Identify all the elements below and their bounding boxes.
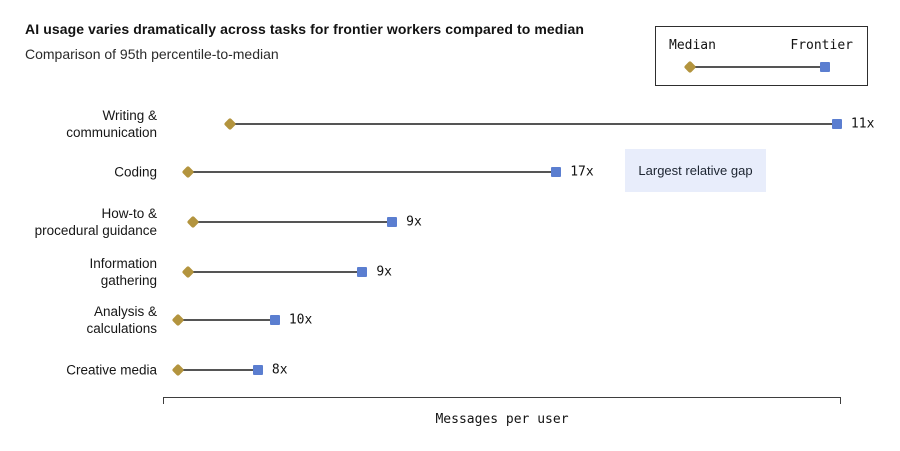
- dumbbell-connector: [188, 171, 557, 173]
- dumbbell-connector: [177, 319, 275, 321]
- ratio-value-label: 17x: [570, 164, 594, 180]
- category-label: Information gathering: [89, 256, 157, 288]
- legend: Median Frontier: [655, 26, 868, 86]
- annotation-largest-gap: Largest relative gap: [625, 149, 766, 192]
- median-marker-icon: [171, 363, 185, 377]
- frontier-marker-icon: [269, 315, 280, 325]
- ratio-value-label: 11x: [850, 116, 875, 132]
- frontier-marker-icon: [820, 62, 830, 72]
- category-label: Analysis & calculations: [86, 304, 157, 336]
- chart-title: AI usage varies dramatically across task…: [25, 21, 584, 37]
- legend-connector-line: [690, 66, 825, 68]
- category-label: Creative media: [66, 362, 157, 378]
- legend-frontier-label: Frontier: [790, 38, 853, 53]
- x-axis-bracket: [163, 397, 841, 404]
- median-marker-icon: [223, 117, 237, 131]
- ratio-value-label: 9x: [376, 264, 392, 280]
- dumbbell-connector: [177, 369, 258, 371]
- dumbbell-connector: [188, 271, 363, 273]
- frontier-marker-icon: [357, 267, 368, 277]
- median-marker-icon: [171, 313, 185, 327]
- median-marker-icon: [181, 165, 195, 179]
- median-marker-icon: [181, 265, 195, 279]
- category-label: Coding: [114, 164, 157, 180]
- ratio-value-label: 9x: [406, 214, 422, 230]
- legend-median-label: Median: [669, 38, 716, 53]
- category-label: Writing & communication: [66, 108, 157, 140]
- dumbbell-connector: [230, 123, 837, 125]
- category-label: How-to & procedural guidance: [34, 206, 157, 238]
- frontier-marker-icon: [831, 119, 842, 129]
- frontier-marker-icon: [551, 167, 562, 177]
- ratio-value-label: 10x: [288, 312, 313, 328]
- legend-labels: Median Frontier: [669, 38, 853, 53]
- median-marker-icon: [186, 215, 200, 229]
- chart-subtitle: Comparison of 95th percentile-to-median: [25, 46, 279, 62]
- frontier-marker-icon: [252, 365, 263, 375]
- ratio-value-label: 8x: [271, 362, 288, 378]
- dumbbell-connector: [192, 221, 393, 223]
- frontier-marker-icon: [387, 217, 398, 227]
- x-axis-label: Messages per user: [435, 412, 569, 427]
